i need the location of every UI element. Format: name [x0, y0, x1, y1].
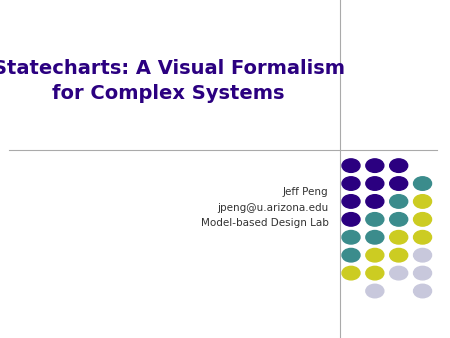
Circle shape [414, 195, 432, 208]
Circle shape [366, 159, 384, 172]
Circle shape [342, 195, 360, 208]
Circle shape [414, 177, 432, 190]
Circle shape [342, 159, 360, 172]
Circle shape [366, 266, 384, 280]
Circle shape [390, 266, 408, 280]
Circle shape [366, 213, 384, 226]
Circle shape [390, 195, 408, 208]
Circle shape [366, 177, 384, 190]
Circle shape [390, 213, 408, 226]
Circle shape [414, 266, 432, 280]
Circle shape [366, 195, 384, 208]
Circle shape [366, 284, 384, 298]
Circle shape [342, 177, 360, 190]
Text: Statecharts: A Visual Formalism
for Complex Systems: Statecharts: A Visual Formalism for Comp… [0, 59, 345, 103]
Circle shape [366, 231, 384, 244]
Text: Jeff Peng
jpeng@u.arizona.edu
Model-based Design Lab: Jeff Peng jpeng@u.arizona.edu Model-base… [201, 187, 328, 228]
Circle shape [414, 213, 432, 226]
Circle shape [390, 159, 408, 172]
Circle shape [414, 284, 432, 298]
Circle shape [414, 248, 432, 262]
Circle shape [390, 248, 408, 262]
Circle shape [390, 231, 408, 244]
Circle shape [342, 248, 360, 262]
Circle shape [390, 177, 408, 190]
Circle shape [342, 266, 360, 280]
Circle shape [414, 231, 432, 244]
Circle shape [342, 231, 360, 244]
Circle shape [366, 248, 384, 262]
Circle shape [342, 213, 360, 226]
